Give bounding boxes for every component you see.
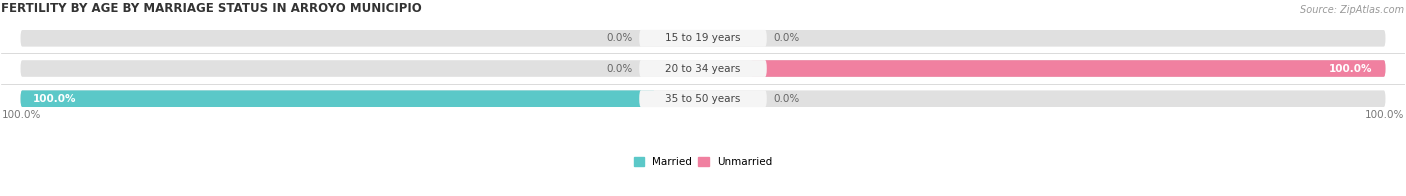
Legend: Married, Unmarried: Married, Unmarried <box>630 153 776 171</box>
FancyBboxPatch shape <box>21 90 1385 107</box>
Text: 100.0%: 100.0% <box>1 110 41 120</box>
Text: 0.0%: 0.0% <box>773 94 800 104</box>
FancyBboxPatch shape <box>21 30 1385 47</box>
Text: 100.0%: 100.0% <box>34 94 77 104</box>
Text: 35 to 50 years: 35 to 50 years <box>665 94 741 104</box>
Text: 15 to 19 years: 15 to 19 years <box>665 33 741 43</box>
Text: Source: ZipAtlas.com: Source: ZipAtlas.com <box>1301 5 1405 15</box>
FancyBboxPatch shape <box>21 90 655 107</box>
FancyBboxPatch shape <box>751 60 1385 77</box>
Text: 0.0%: 0.0% <box>606 64 633 74</box>
Text: 100.0%: 100.0% <box>1365 110 1405 120</box>
FancyBboxPatch shape <box>640 60 766 77</box>
Text: FERTILITY BY AGE BY MARRIAGE STATUS IN ARROYO MUNICIPIO: FERTILITY BY AGE BY MARRIAGE STATUS IN A… <box>1 2 422 15</box>
FancyBboxPatch shape <box>21 60 1385 77</box>
Text: 20 to 34 years: 20 to 34 years <box>665 64 741 74</box>
Text: 0.0%: 0.0% <box>606 33 633 43</box>
FancyBboxPatch shape <box>640 30 766 47</box>
FancyBboxPatch shape <box>640 90 766 107</box>
Text: 0.0%: 0.0% <box>773 33 800 43</box>
Text: 100.0%: 100.0% <box>1329 64 1372 74</box>
